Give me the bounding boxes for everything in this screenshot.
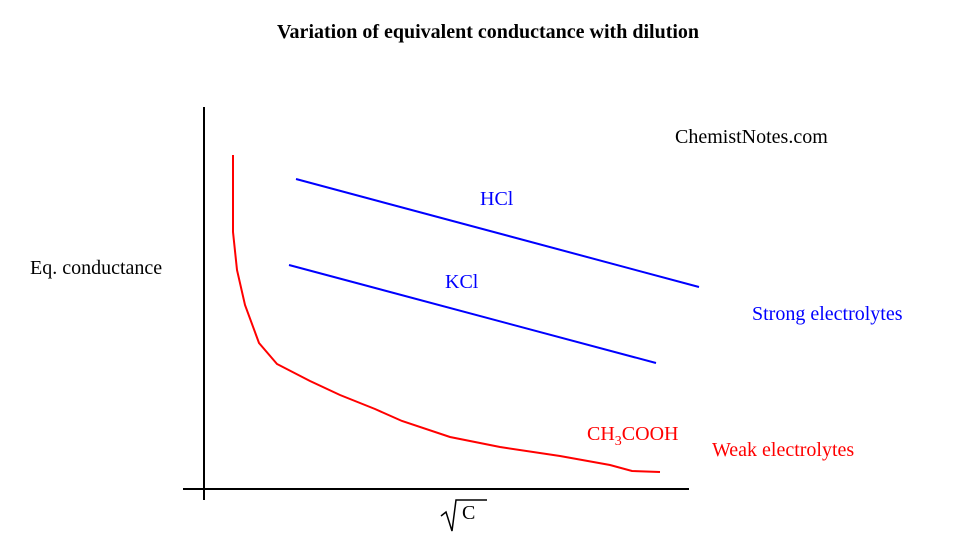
curve-label: KCl <box>445 271 479 293</box>
group-label: Strong electrolytes <box>752 303 903 325</box>
kcl-line <box>288 264 657 364</box>
watermark: ChemistNotes.com <box>675 126 828 148</box>
label-part: COOH <box>622 423 679 445</box>
y-axis-label: Eq. conductance <box>30 257 162 279</box>
title: Variation of equivalent conductance with… <box>277 21 699 43</box>
label-part: CH <box>587 423 615 445</box>
curve-label: CH3COOH <box>587 423 678 449</box>
ch3cooh-curve <box>232 155 661 473</box>
hcl-line <box>295 178 700 288</box>
label-subscript: 3 <box>615 434 622 449</box>
group-label: Weak electrolytes <box>712 439 854 461</box>
sqrt-sign <box>440 499 487 532</box>
x-axis-label: C <box>462 502 475 524</box>
curve-label: HCl <box>480 188 514 210</box>
